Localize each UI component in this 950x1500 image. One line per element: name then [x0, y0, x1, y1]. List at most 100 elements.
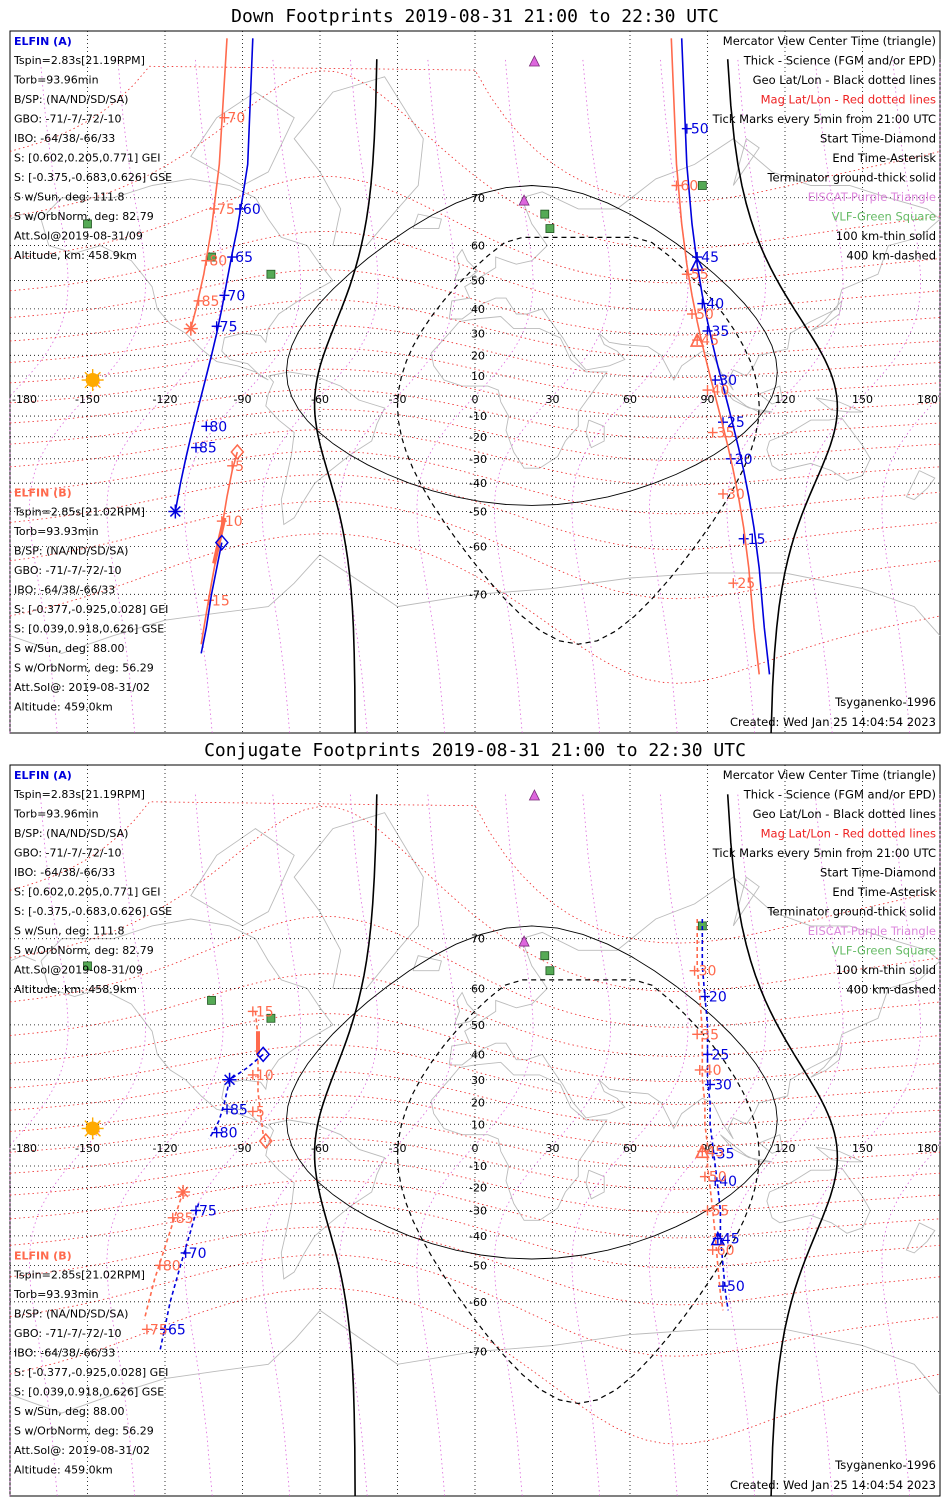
coastline-1: [265, 1119, 386, 1280]
mag-lat-line: [9, 805, 941, 992]
coastlines: [9, 812, 941, 1414]
lat-tick-label: 50: [471, 275, 485, 288]
lon-tick-label: 120: [775, 1142, 796, 1155]
elfin-a-line: GBO: -71/-7/-72/-10: [14, 847, 122, 860]
coastline-6: [412, 213, 442, 230]
tick-label: 85: [230, 1102, 248, 1118]
down-footprints-map[interactable]: -180 -150 -120 -90 -60 -30 0 30 60 90 120 150 180706…: [8, 30, 942, 735]
conjugate-footprints-map[interactable]: -180 -150 -120 -90 -60 -30 0 30 60 90 120 150 180706…: [8, 764, 942, 1498]
legend-line: 100 km-thin solid: [836, 963, 936, 977]
legend: Mercator View Center Time (triangle) Thic…: [712, 768, 937, 997]
tick-label: 15: [212, 593, 230, 609]
legend-line: 400 km-dashed: [846, 983, 936, 997]
tick-label: 50: [696, 307, 714, 323]
legend-line: End Time-Asterisk: [832, 885, 936, 899]
tick-label: 40: [704, 1063, 722, 1079]
coastline-8: [585, 1169, 605, 1200]
lon-tick-label: 30: [546, 393, 560, 406]
start-diamond-icon: [230, 443, 245, 461]
mag-lat-line: [9, 1179, 941, 1239]
horizon-100km: [285, 925, 778, 1260]
tick-label: 75: [220, 319, 238, 335]
lat-tick-label: 70: [471, 192, 485, 205]
model-label: Tsyganenko-1996: [834, 695, 936, 709]
vlf-square-icon: [83, 961, 92, 971]
coastline-14: [319, 1310, 941, 1395]
coastline-10: [720, 385, 773, 413]
elfin-b-name: ELFIN (B): [14, 487, 72, 500]
tick-label: 5: [235, 459, 244, 475]
mag-lat-line: [9, 1116, 941, 1169]
tick-label: 80: [209, 254, 227, 270]
lon-tick-label: -150: [75, 393, 100, 406]
tick-label: 25: [712, 1047, 730, 1063]
lat-tick-label: 10: [471, 1118, 485, 1131]
lat-tick-label: 30: [471, 327, 485, 340]
lon-tick-label: -120: [153, 393, 178, 406]
elfin-b-line: IBO: -64/38/-66/33: [14, 1347, 115, 1360]
coastline-15: [9, 1310, 321, 1414]
coastline-7: [453, 248, 479, 282]
tick-label: 20: [735, 452, 753, 468]
elfin-a-info: ELFIN (A) Tspin=2.83s[21.19RPM] Torb=93.96…: [13, 35, 172, 262]
elfin-a-line: GBO: -71/-7/-72/-10: [14, 113, 122, 126]
lon-tick-label: -90: [234, 393, 252, 406]
legend-line: Tick Marks every 5min from 21:00 UTC: [712, 846, 936, 860]
coastline-0: [40, 918, 334, 1129]
coastline-0: [40, 178, 334, 381]
vlf-square-icon: [545, 224, 555, 233]
lat-tick-label: 20: [471, 1097, 485, 1110]
mag-lat-line: [9, 1013, 941, 1083]
elfin-b-line: S w/Sun, deg: 88.00: [14, 1405, 125, 1418]
asterisk-stroke: [169, 506, 181, 517]
track-line: [200, 542, 223, 654]
elfin-b-line: Tspin=2.85s[21.02RPM]: [13, 1269, 145, 1282]
tick-label: 60: [717, 1243, 735, 1259]
tick-label: 55: [691, 267, 709, 283]
terminator-west: [313, 794, 378, 1496]
legend-line: Mag Lat/Lon - Red dotted lines: [761, 93, 936, 107]
tick-label: 45: [701, 250, 719, 266]
lon-tick-label: 0: [472, 393, 479, 406]
lon-tick-labels: -180 -150 -120 -90 -60 -30 0 30 60 90 120 150 180: [12, 393, 938, 406]
tick-label: 45: [722, 1232, 740, 1248]
terminator-lines: [285, 794, 839, 1496]
coastline-3: [430, 316, 608, 469]
lat-tick-label: 40: [471, 303, 485, 316]
track-line: [701, 919, 729, 1311]
end-asterisk-icon: [168, 504, 183, 519]
elfin-b-line: IBO: -64/38/-66/33: [14, 584, 115, 597]
terminator-east: [726, 794, 839, 1496]
legend-line: Thick - Science (FGM and/or EPD): [743, 788, 936, 802]
elfin-b-line: B/SP: (NA/ND/SD/SA): [14, 545, 128, 558]
geo-grid: [10, 765, 940, 1496]
model-label: Tsyganenko-1996: [834, 1458, 936, 1472]
lat-tick-label: 20: [471, 349, 485, 362]
tick-label: 70: [189, 1246, 207, 1262]
tick-label: 30: [727, 487, 745, 503]
elfin-a-line: IBO: -64/38/-66/33: [14, 132, 115, 145]
lat-tick-label: -70: [469, 1346, 487, 1359]
lat-tick-label: 40: [471, 1048, 485, 1061]
mag-lat-line: [9, 1071, 941, 1127]
lat-tick-label: -20: [469, 1182, 487, 1195]
tick-label: 5: [256, 1104, 265, 1120]
conjugate-footprints-title: Conjugate Footprints 2019-08-31 21:00 to…: [204, 740, 746, 761]
coastline-6: [412, 955, 442, 972]
tick-label: 50: [727, 1279, 745, 1295]
tick-label: 20: [709, 990, 727, 1006]
tick-label: 15: [748, 532, 766, 548]
elfin-b-line: Torb=93.93min: [13, 1288, 99, 1301]
track-b_west: 5 10 15: [200, 443, 245, 645]
tick-label: 10: [256, 1068, 274, 1084]
tick-label: 35: [717, 426, 735, 442]
legend-line: End Time-Asterisk: [832, 151, 936, 165]
tick-label: 35: [712, 324, 730, 340]
tick-label: 80: [220, 1126, 238, 1142]
coastlines: [9, 76, 941, 654]
tick-label: 80: [163, 1258, 181, 1274]
elfin-a-line: Torb=93.96min: [13, 808, 99, 821]
track-b_low: 85 80 75: [141, 1184, 194, 1338]
sun-icon: [81, 1117, 104, 1140]
sun-icon: [81, 369, 104, 392]
